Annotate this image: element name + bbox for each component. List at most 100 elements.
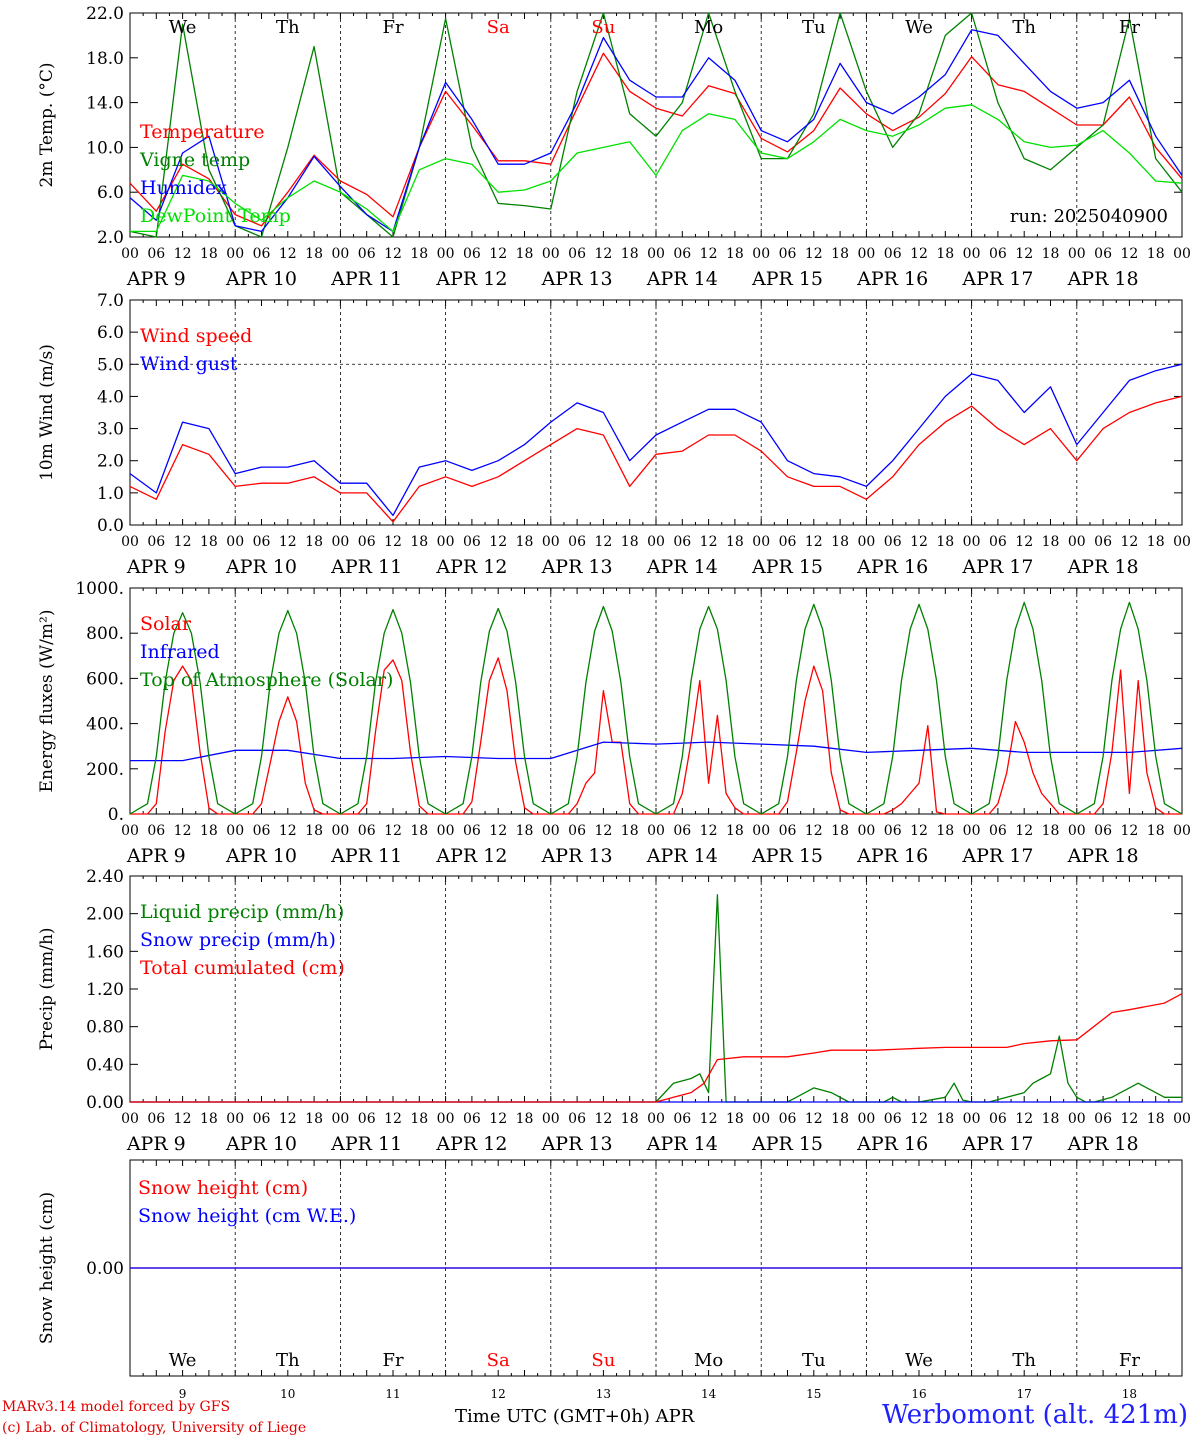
hour-tick-label: 00 — [963, 246, 981, 262]
hour-tick-label: 12 — [1015, 823, 1033, 839]
legend-entry: Humidex — [140, 177, 227, 199]
y-axis-title: 2m Temp. (°C) — [37, 62, 57, 187]
hour-tick-label: 00 — [1068, 823, 1086, 839]
hour-tick-label: 00 — [331, 246, 349, 262]
hour-tick-label: 06 — [1094, 534, 1112, 550]
hour-tick-label: 18 — [726, 1111, 744, 1127]
day-number-label: 18 — [1122, 1387, 1137, 1401]
hour-tick-label: 06 — [568, 823, 586, 839]
hour-tick-label: 00 — [647, 246, 665, 262]
date-label: APR 11 — [330, 1133, 402, 1155]
series-line-temperature — [129, 52, 1183, 227]
hour-tick-label: 18 — [410, 246, 428, 262]
hour-tick-label: 12 — [700, 1111, 718, 1127]
hour-tick-label: 18 — [410, 534, 428, 550]
hour-tick-label: 06 — [147, 246, 165, 262]
hour-tick-label: 18 — [726, 534, 744, 550]
hour-tick-label: 00 — [542, 1111, 560, 1127]
hour-tick-label: 18 — [1042, 246, 1060, 262]
hour-tick-label: 06 — [673, 1111, 691, 1127]
y-tick-label: 1.60 — [86, 942, 124, 962]
hour-tick-label: 12 — [279, 823, 297, 839]
date-label: APR 15 — [751, 556, 823, 578]
day-number-label: 15 — [806, 1387, 821, 1401]
legend-entry: Top of Atmosphere (Solar) — [140, 669, 393, 691]
hour-tick-label: 18 — [621, 1111, 639, 1127]
hour-tick-label: 12 — [489, 534, 507, 550]
hour-tick-label: 06 — [358, 1111, 376, 1127]
date-label: APR 14 — [646, 845, 718, 867]
date-label: APR 13 — [541, 1133, 613, 1155]
date-label: APR 10 — [225, 845, 297, 867]
series-line-vigne-temp — [129, 12, 1183, 238]
y-tick-label: 6.0 — [97, 323, 124, 343]
hour-tick-label: 00 — [857, 534, 875, 550]
hour-tick-label: 00 — [437, 534, 455, 550]
date-label: APR 10 — [225, 556, 297, 578]
hour-tick-label: 12 — [1120, 534, 1138, 550]
hour-tick-label: 12 — [489, 823, 507, 839]
hour-tick-label: 18 — [200, 823, 218, 839]
hour-tick-label: 18 — [200, 1111, 218, 1127]
day-of-week-label: We — [169, 17, 197, 38]
date-label: APR 15 — [751, 1133, 823, 1155]
date-label: APR 16 — [856, 845, 928, 867]
hour-tick-label: 06 — [358, 823, 376, 839]
series-line-total-cumulated-cm — [130, 993, 1183, 1103]
hour-tick-label: 12 — [384, 823, 402, 839]
day-of-week-label: Su — [591, 17, 615, 38]
legend-entry: Snow height (cm) — [138, 1177, 308, 1199]
legend-entry: Wind speed — [140, 325, 252, 347]
hour-tick-label: 18 — [726, 246, 744, 262]
hour-tick-label: 06 — [1094, 246, 1112, 262]
hour-tick-label: 12 — [700, 246, 718, 262]
hour-tick-label: 18 — [936, 1111, 954, 1127]
date-label: APR 13 — [541, 268, 613, 290]
date-label: APR 18 — [1067, 845, 1139, 867]
credit-line-2: (c) Lab. of Climatology, University of L… — [2, 1420, 307, 1436]
hour-tick-label: 18 — [621, 823, 639, 839]
legend-entry: Total cumulated (cm) — [140, 957, 345, 979]
hour-tick-label: 12 — [700, 534, 718, 550]
y-tick-label: 1000. — [75, 579, 124, 599]
day-number-label: 10 — [280, 1387, 295, 1401]
hour-tick-label: 00 — [647, 534, 665, 550]
day-of-week-label: Su — [591, 1350, 615, 1371]
hour-tick-label: 12 — [805, 534, 823, 550]
hour-tick-label: 00 — [752, 823, 770, 839]
hour-tick-label: 12 — [910, 1111, 928, 1127]
day-number-label: 17 — [1017, 1387, 1032, 1401]
date-label: APR 9 — [126, 556, 186, 578]
hour-tick-label: 06 — [673, 246, 691, 262]
date-label: APR 10 — [225, 1133, 297, 1155]
hour-tick-label: 06 — [989, 823, 1007, 839]
date-label: APR 17 — [961, 1133, 1033, 1155]
day-of-week-label: Tu — [802, 17, 826, 38]
date-label: APR 16 — [856, 268, 928, 290]
date-label: APR 17 — [961, 845, 1033, 867]
date-label: APR 12 — [435, 845, 507, 867]
hour-tick-label: 12 — [594, 246, 612, 262]
hour-tick-label: 06 — [673, 823, 691, 839]
hour-tick-label: 00 — [1173, 246, 1191, 262]
day-of-week-label: Th — [276, 1350, 300, 1371]
hour-tick-label: 06 — [147, 823, 165, 839]
hour-tick-label: 06 — [253, 534, 271, 550]
date-label: APR 11 — [330, 556, 402, 578]
hour-tick-label: 00 — [857, 1111, 875, 1127]
hour-tick-label: 00 — [331, 1111, 349, 1127]
date-label: APR 15 — [751, 845, 823, 867]
hour-tick-label: 18 — [200, 534, 218, 550]
y-tick-label: 2.0 — [97, 228, 124, 248]
hour-tick-label: 06 — [884, 1111, 902, 1127]
y-tick-label: 600. — [86, 669, 124, 689]
y-tick-label: 4.0 — [97, 387, 124, 407]
hour-tick-label: 12 — [910, 823, 928, 839]
hour-tick-label: 12 — [384, 534, 402, 550]
hour-tick-label: 06 — [779, 534, 797, 550]
y-tick-label: 7.0 — [97, 291, 124, 311]
hour-tick-label: 00 — [752, 534, 770, 550]
hour-tick-label: 18 — [410, 1111, 428, 1127]
hour-tick-label: 18 — [516, 1111, 534, 1127]
hour-tick-label: 18 — [305, 1111, 323, 1127]
